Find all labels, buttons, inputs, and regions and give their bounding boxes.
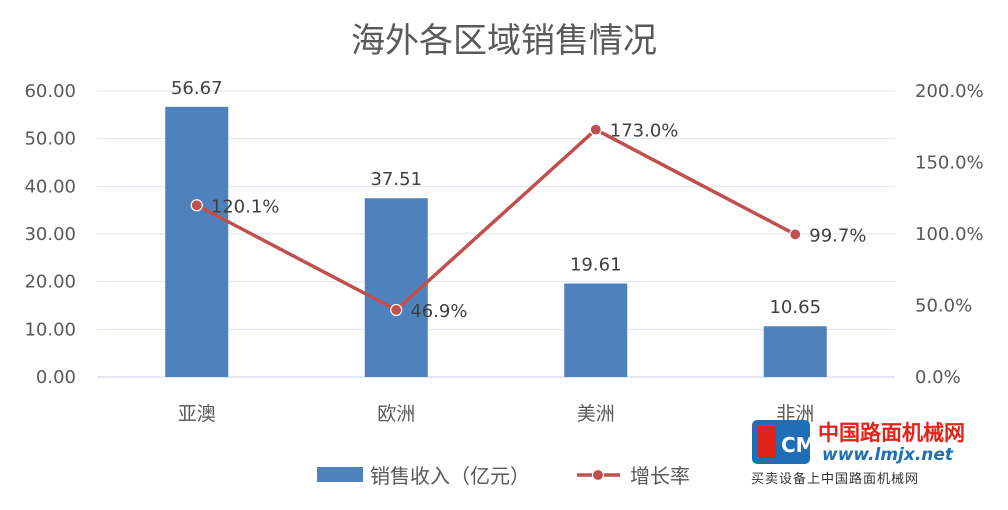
x-tick-label: 非洲 — [776, 403, 814, 425]
line-point — [589, 123, 602, 136]
legend-label-revenue: 销售收入（亿元） — [370, 464, 530, 488]
bar — [763, 326, 827, 377]
legend: 销售收入（亿元） 增长率 — [317, 464, 690, 488]
line-value-label: 120.1% — [211, 196, 280, 217]
y-right-tick-label: 50.0% — [915, 296, 972, 317]
y-right-tick-label: 200.0% — [915, 81, 984, 102]
y-axis-right: 0.0% 50.0% 100.0% 150.0% 200.0% — [915, 81, 984, 388]
y-right-tick-label: 100.0% — [915, 224, 984, 245]
y-left-tick-label: 0.00 — [36, 367, 76, 388]
y-left-tick-label: 20.00 — [24, 272, 76, 293]
bar-series — [165, 106, 827, 378]
legend-swatch-bar — [317, 467, 363, 482]
bar-value-label: 56.67 — [171, 78, 223, 99]
watermark-site-name: 中国路面机械网 — [818, 421, 965, 445]
bar-value-label: 10.65 — [769, 297, 821, 318]
watermark-slogan: 买卖设备上中国路面机械网 — [751, 471, 919, 487]
bar — [364, 198, 428, 377]
y-left-tick-label: 30.00 — [24, 224, 76, 245]
y-left-tick-label: 60.00 — [24, 81, 76, 102]
y-left-tick-label: 10.00 — [24, 319, 76, 340]
data-labels: 56.67 37.51 19.61 10.65 120.1% 46.9% 173.0% 99.… — [171, 78, 866, 322]
bar-value-label: 37.51 — [370, 169, 422, 190]
watermark-logo: CM — [752, 420, 816, 464]
line-point — [390, 303, 403, 317]
y-right-tick-label: 0.0% — [915, 367, 961, 388]
bar — [564, 283, 628, 377]
legend-label-growth: 增长率 — [630, 464, 690, 488]
x-axis: 亚澳 欧洲 美洲 非洲 — [178, 403, 815, 425]
y-left-tick-label: 40.00 — [24, 176, 76, 197]
line-point — [789, 228, 802, 241]
bar — [165, 106, 229, 378]
watermark-url: www.lmjx.net — [822, 445, 954, 465]
line-point — [190, 199, 203, 212]
y-axis-left: 0.00 10.00 20.00 30.00 40.00 50.00 60.00 — [24, 81, 76, 388]
grid-lines — [97, 90, 895, 378]
x-tick-label: 美洲 — [577, 403, 615, 425]
line-value-label: 46.9% — [410, 301, 467, 322]
watermark: CM 中国路面机械网 www.lmjx.net 买卖设备上中国路面机械网 — [751, 420, 965, 487]
x-tick-label: 亚澳 — [178, 403, 216, 425]
bar-value-label: 19.61 — [570, 255, 622, 276]
y-left-tick-label: 50.00 — [24, 129, 76, 150]
chart-title: 海外各区域销售情况 — [351, 21, 657, 61]
watermark-logo-text: CM — [781, 433, 816, 457]
line-value-label: 173.0% — [610, 121, 679, 142]
line-series — [190, 123, 802, 317]
legend-swatch-marker — [591, 468, 605, 482]
y-right-tick-label: 150.0% — [915, 153, 984, 174]
line-value-label: 99.7% — [809, 225, 866, 246]
growth-line — [195, 127, 797, 312]
x-tick-label: 欧洲 — [377, 403, 415, 425]
